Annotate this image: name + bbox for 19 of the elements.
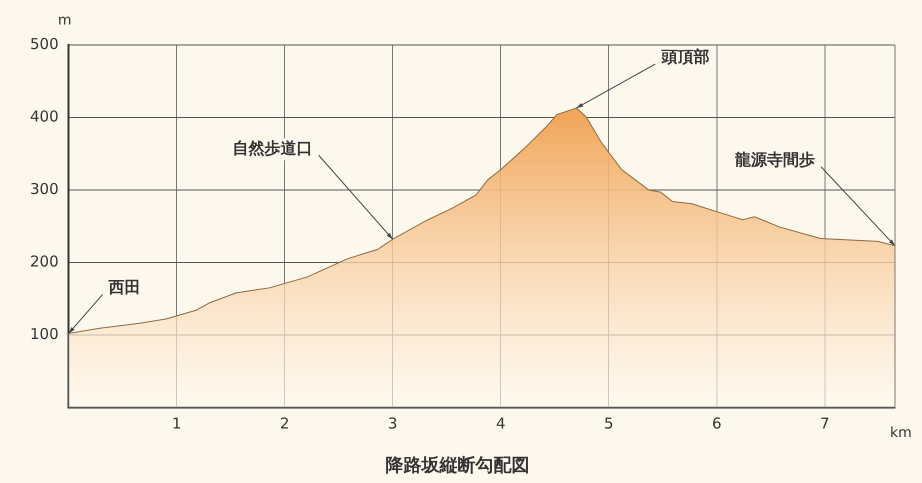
x-tick-label: 1 <box>172 414 182 432</box>
text: 降路坂縦断勾配図 <box>386 454 530 476</box>
y-tick-label: 500 <box>30 34 59 53</box>
y-tick-label: 100 <box>30 324 59 343</box>
y-tick-label: 200 <box>30 252 59 270</box>
annotation: 龍源寺間歩 <box>734 150 815 169</box>
annotation: 自然歩道口 <box>232 138 313 158</box>
annotation: 西田 <box>108 278 141 297</box>
x-tick-label: 4 <box>496 414 506 432</box>
x-tick-label: 7 <box>820 414 830 432</box>
x-tick-label: 6 <box>712 414 722 432</box>
x-tick-label: 5 <box>604 414 614 432</box>
y-tick-label: 400 <box>30 107 59 126</box>
y-tick-label: 300 <box>30 180 59 198</box>
x-tick-label: 3 <box>388 414 398 432</box>
x-tick-label: 2 <box>280 414 290 432</box>
x-axis-title: km <box>890 425 912 442</box>
annotation: 頭頂部 <box>660 47 710 66</box>
y-axis-title: m <box>58 12 72 29</box>
